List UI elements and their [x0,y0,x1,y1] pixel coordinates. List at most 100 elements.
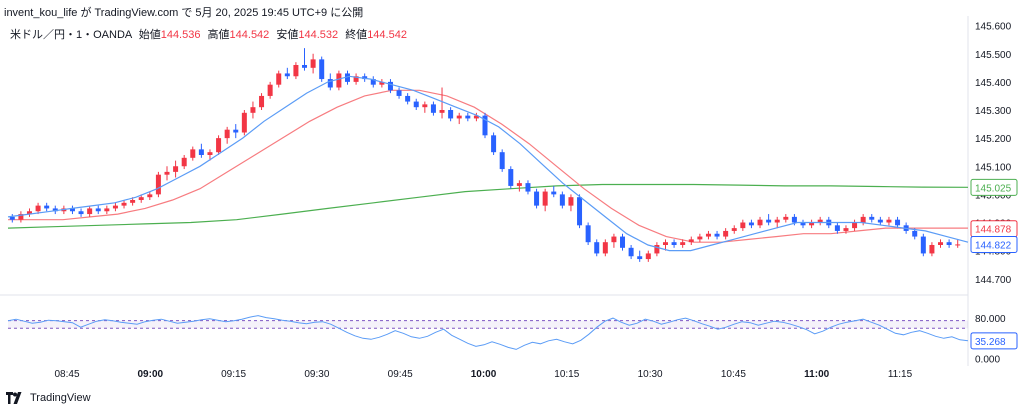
candle-body [929,245,935,254]
price-tick-label: 144.800 [975,247,1012,258]
open-value: 144.536 [160,29,201,41]
oscillator-line [7,315,969,350]
candle-body [181,157,187,167]
candle-body [293,65,299,77]
low-label: 安値 [276,29,299,41]
candle-body [112,205,118,209]
candle-body [164,171,170,175]
candle-body [637,256,643,260]
candle-body [302,65,308,68]
candle-body [130,200,136,203]
candle-body [783,216,789,220]
candle-body [413,101,419,108]
candle-body [319,59,325,80]
candle-body [448,110,454,119]
candle-body [370,79,376,85]
time-tick-label: 09:45 [388,369,413,380]
candle-body [422,104,428,108]
candle-body [69,208,75,212]
candle-body [620,236,626,248]
candle-body [121,202,127,206]
candle-body [26,211,32,215]
candle-body [267,84,273,96]
candle-body [559,194,565,206]
symbol-name: 米ドル／円・1・OANDA [10,29,132,41]
candle-body [18,214,24,220]
price-marker-badge [970,235,1018,253]
oscillator-value-badge [970,332,1018,350]
candle-body [705,233,711,237]
candle-body [9,216,15,220]
candle-body [250,107,256,113]
candle-body [809,222,815,226]
candle-body [516,183,522,186]
candle-body [869,216,875,220]
candle-body [594,242,600,254]
candle-body [173,166,179,172]
ma-fast-line [7,75,969,252]
candle-body [276,73,282,85]
candle-body [155,174,161,195]
tradingview-logo-icon [6,392,22,404]
high-label: 高値 [207,29,230,41]
candle-body [938,242,944,245]
high-value: 144.542 [229,29,270,41]
price-tick-label: 145.400 [975,78,1012,89]
time-tick-label: 10:00 [471,369,497,380]
time-tick-label: 09:00 [138,369,164,380]
candle-body [78,211,84,215]
candle-body [757,219,763,226]
candle-body [61,208,67,212]
candle-body [87,208,93,215]
candle-body [748,222,754,226]
price-tick-label: 145.500 [975,50,1012,61]
candle-body [310,59,316,68]
candle-body [645,253,651,260]
candle-body [482,115,488,136]
price-marker-label: 144.878 [975,225,1012,236]
candle-body [585,225,591,243]
candle-body [912,230,918,237]
candle-body [714,233,720,237]
candle-body [207,152,213,155]
low-value: 144.532 [298,29,339,41]
close-label: 終値 [345,29,368,41]
candle-body [731,228,737,231]
candle-body [52,208,58,212]
candle-body [886,219,892,223]
price-tick-label: 145.200 [975,134,1012,145]
candle-body [740,222,746,229]
time-tick-label: 11:00 [804,369,829,380]
candle-body [233,129,239,133]
candle-body [147,194,153,198]
ma-slow-line [7,183,969,229]
candle-body [465,115,471,119]
candle-body [955,244,961,246]
candle-body [104,208,110,212]
price-tick-label: 145.300 [975,106,1012,117]
candle-body [534,191,540,206]
candle-body [405,95,411,102]
price-tick-label: 145.100 [975,162,1012,173]
candle-body [766,219,772,223]
candle-body [697,236,703,240]
candle-body [430,104,436,113]
time-tick-label: 10:45 [721,369,746,380]
candle-body [671,242,677,245]
price-tick-label: 145.600 [975,22,1012,33]
price-marker-label: 144.822 [975,240,1012,251]
candle-body [491,135,497,153]
candle-body [946,242,952,245]
price-tick-label: 144.700 [975,275,1012,286]
candle-body [362,76,368,80]
candle-body [95,208,101,212]
candle-body [224,129,230,139]
candle-body [688,239,694,243]
candle-body [877,219,883,223]
price-marker-badge [970,178,1018,196]
candle-body [456,115,462,119]
candle-body [843,228,849,231]
price-marker-badge [970,220,1018,238]
price-tick-label: 145.000 [975,190,1012,201]
